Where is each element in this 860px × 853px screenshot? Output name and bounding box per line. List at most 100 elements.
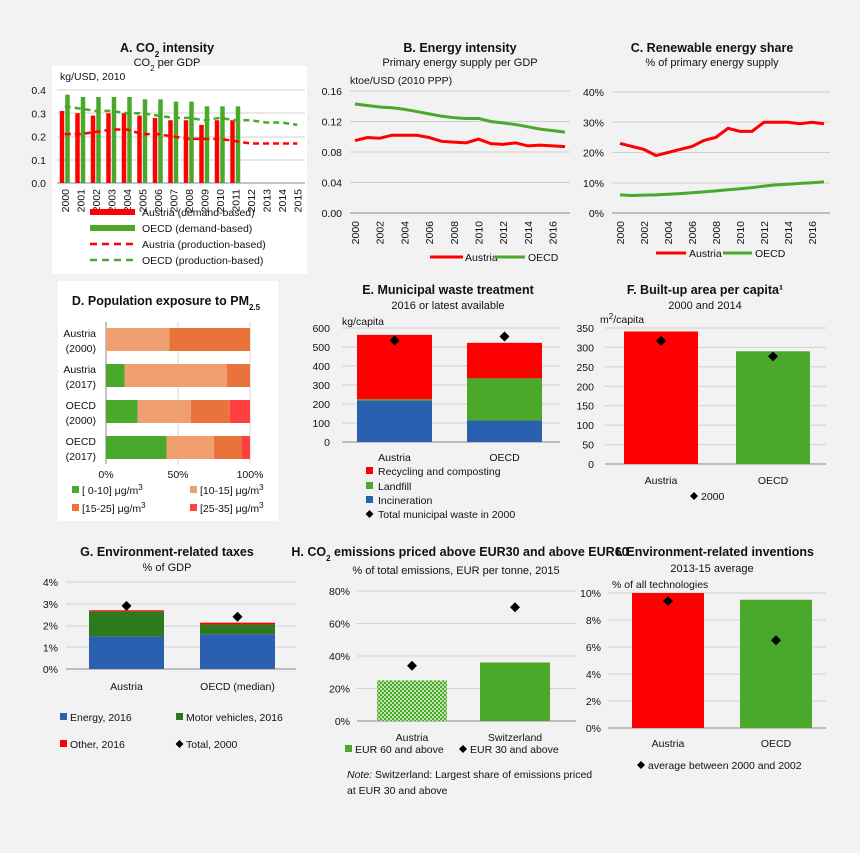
panel-a-title-part: A. CO [120,41,155,55]
x-tick-label: 2007 [168,189,180,213]
y-tick-label: 400 [312,361,330,373]
x-tick-label: 2002 [639,221,651,245]
y-tick-label: 0.1 [31,155,46,167]
y-tick-label: 100 [576,420,594,432]
legend-label: OECD [528,252,559,264]
y-tick-label: 4% [43,577,58,589]
bar-segment-incineration [357,400,432,442]
x-tick-label: 2010 [215,189,227,213]
legend-diamond [637,761,645,769]
marker-2000 [656,335,666,346]
bar-austria-demand [152,117,158,183]
y-tick-label: 500 [312,342,330,354]
y-tick-label: 350 [576,323,594,335]
y-tick-label: 0 [324,437,330,449]
x-tick-label: 100% [237,469,264,481]
y-tick-label: 40% [583,87,604,99]
legend-swatch [345,745,352,752]
bar-segment-landfill [467,378,542,421]
bar-oecd-demand [127,96,132,183]
legend-label-part: 3 [259,501,264,510]
bar-segment-landfill [357,399,432,401]
x-tick-label: 2002 [375,221,387,245]
panel-f-title: F. Built-up area per capita¹ [627,283,783,297]
y-tick-label: 200 [312,399,330,411]
panel-i-ylabel: % of all technologies [612,579,708,591]
y-tick-label: 1% [43,642,58,654]
x-tick-label: 2002 [91,189,103,213]
y-tick-label: 0% [589,208,604,220]
y-tick-label: 0% [335,716,350,728]
note-text: Switzerland: Largest share of emissions … [372,769,592,781]
bar-oecd-demand [204,106,210,183]
panel-d-title-part: D. Population exposure to PM [72,294,249,308]
legend-swatch [366,496,373,503]
bar-segment-incineration [467,420,542,442]
bar-austria-demand [168,120,173,183]
panel-h-co2-priced: H. CO2 emissions priced above EUR30 and … [291,545,628,797]
marker-total-2000 [389,335,400,346]
panel-i-title: I. Environment-related inventions [616,545,814,559]
x-tick-label: 2014 [277,189,289,213]
bar-segment-recycling [357,334,432,400]
bar-austria [624,331,698,464]
bar-oecd-demand [173,101,179,183]
bar-segment [214,436,242,459]
panel-b-subtitle: Primary energy supply per GDP [382,57,537,69]
row-label: (2017) [66,379,96,391]
bar-austria-demand [137,115,142,183]
panel-h-title-part: H. CO [291,545,326,559]
note-label: Note: [347,769,372,781]
panel-a-ylabel: kg/USD, 2010 [60,71,126,83]
x-tick-label: 0% [98,469,113,481]
line-austria [354,133,566,149]
row-label: (2017) [66,451,96,463]
row-label: Austria [63,364,96,376]
y-tick-label: 30% [583,117,604,129]
y-tick-label: 50 [582,440,594,452]
panel-d-title-part: 2.5 [249,303,261,312]
y-tick-label: 20% [329,684,350,696]
panel-a-title-part: 2 [155,50,160,59]
panel-b-energy-intensity: B. Energy intensity Primary energy supply… [322,41,570,264]
x-tick-label: 2016 [548,221,560,245]
y-tick-label: 0.3 [31,108,46,120]
x-tick-label: 2006 [687,221,699,245]
x-tick-label: 2016 [807,221,819,245]
y-tick-label: 6% [586,642,601,654]
x-tick-label: 2009 [199,189,211,213]
bar-austria-demand [106,113,111,183]
legend-label-part: [10-15] μg/m [200,485,259,497]
panel-h-subtitle: % of total emissions, EUR per tonne, 201… [352,565,559,577]
bar-oecd-demand [235,106,241,183]
bar-oecd-demand [111,96,117,183]
panel-a-subtitle-part: 2 [150,64,155,73]
panel-b-ylabel: ktoe/USD (2010 PPP) [350,75,452,87]
y-tick-label: 300 [576,342,594,354]
y-tick-label: 0.0 [31,178,46,190]
legend-label: [25-35] μg/m3 [200,501,264,516]
marker-total-2000 [232,611,243,622]
panel-a-subtitle-part: CO [134,57,151,69]
marker-eur30 [407,660,417,671]
x-tick-label: 2013 [261,189,273,213]
legend-label: Austria (production-based) [142,239,266,251]
x-tick-label: 2008 [184,189,196,213]
legend-swatch [72,504,79,511]
legend-label-part: 3 [138,483,143,492]
panel-h-title-part: emissions priced above EUR30 and above E… [331,545,629,559]
bar-austria-demand [214,120,220,183]
bar-oecd-demand [158,99,163,183]
legend-label: [ 0-10] μg/m3 [82,483,143,498]
y-tick-label: 40% [329,651,350,663]
panel-f-ylabel-part: /capita [613,314,644,326]
x-tick-label: 2004 [399,221,411,245]
panel-h-note: Note: Switzerland: Largest share of emis… [347,769,592,781]
marker-total-2000 [121,600,132,611]
bar-segment [89,611,164,637]
panel-h-title: H. CO2 emissions priced above EUR30 and … [291,545,628,563]
x-tick-label: 2014 [783,221,795,245]
x-tick-label: 2005 [137,189,149,213]
legend-label-part: [25-35] μg/m [200,503,259,515]
panel-a-title-part: intensity [159,41,214,55]
